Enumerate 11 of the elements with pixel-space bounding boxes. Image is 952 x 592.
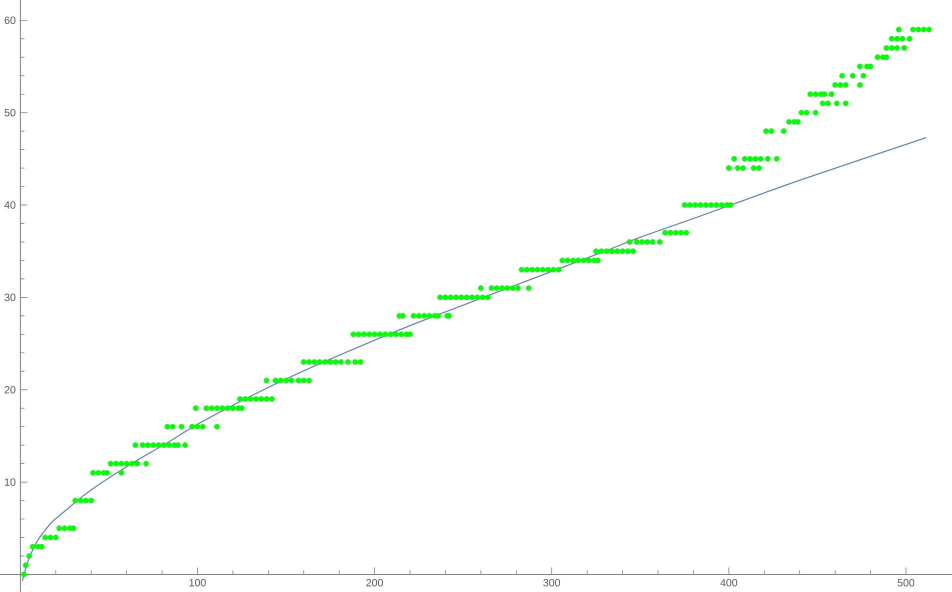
y-tick-label: 60 xyxy=(4,16,16,24)
y-tick-label: 10 xyxy=(4,478,16,486)
x-tick-label: 100 xyxy=(190,578,206,586)
x-tick-label: 200 xyxy=(366,578,383,586)
y-tick-label: 20 xyxy=(4,386,16,394)
x-tick-label: 400 xyxy=(720,578,738,586)
x-tick-label: 300 xyxy=(543,578,560,586)
y-tick-label: 50 xyxy=(4,108,16,116)
y-tick-label: 40 xyxy=(4,201,16,209)
x-tick-label: 500 xyxy=(898,578,914,586)
y-tick-label: 30 xyxy=(4,294,16,302)
